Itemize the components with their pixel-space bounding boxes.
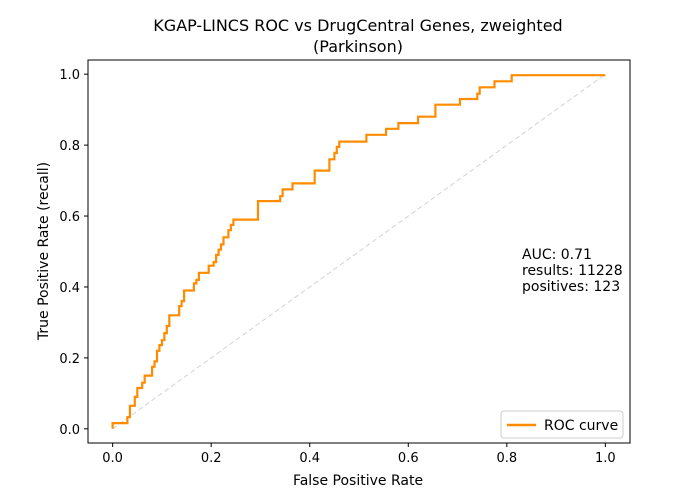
- y-tick-label: 0.0: [59, 423, 80, 438]
- legend-label-roc: ROC curve: [544, 418, 618, 434]
- series-layer: [111, 73, 606, 430]
- y-tick-label: 0.6: [59, 210, 80, 225]
- results-text: results: 11228: [522, 263, 623, 279]
- stats-annotation: AUC: 0.71 results: 11228 positives: 123: [522, 247, 623, 295]
- x-tick-label: 0.2: [201, 451, 222, 466]
- chart-title-line1: KGAP-LINCS ROC vs DrugCentral Genes, zwe…: [153, 16, 562, 35]
- legend: ROC curve: [500, 410, 624, 439]
- y-axis-label: True Positive Rate (recall): [36, 162, 52, 341]
- auc-text: AUC: 0.71: [522, 247, 592, 263]
- x-tick-label: 0.4: [299, 451, 320, 466]
- x-tick-label: 0.6: [398, 451, 419, 466]
- legend-box: [500, 410, 624, 439]
- x-tick-label: 0.0: [102, 451, 123, 466]
- chance-diagonal-line: [112, 73, 606, 430]
- x-axis-label: False Positive Rate: [293, 473, 423, 489]
- y-tick-label: 0.4: [59, 281, 80, 296]
- x-axis: 0.0 0.2 0.4 0.6 0.8 1.0: [102, 443, 616, 466]
- plot-frame: [87, 59, 631, 444]
- x-tick-label: 1.0: [595, 451, 616, 466]
- roc-curve-line: [111, 74, 606, 429]
- y-axis: 0.0 0.2 0.4 0.6 0.8 1.0: [59, 68, 88, 438]
- chart-title-line2: (Parkinson): [313, 37, 403, 56]
- y-tick-label: 0.2: [59, 352, 80, 367]
- positives-text: positives: 123: [522, 279, 620, 295]
- x-tick-label: 0.8: [496, 451, 517, 466]
- y-tick-label: 1.0: [59, 68, 80, 83]
- plot-area: [87, 59, 631, 444]
- y-tick-label: 0.8: [59, 139, 80, 154]
